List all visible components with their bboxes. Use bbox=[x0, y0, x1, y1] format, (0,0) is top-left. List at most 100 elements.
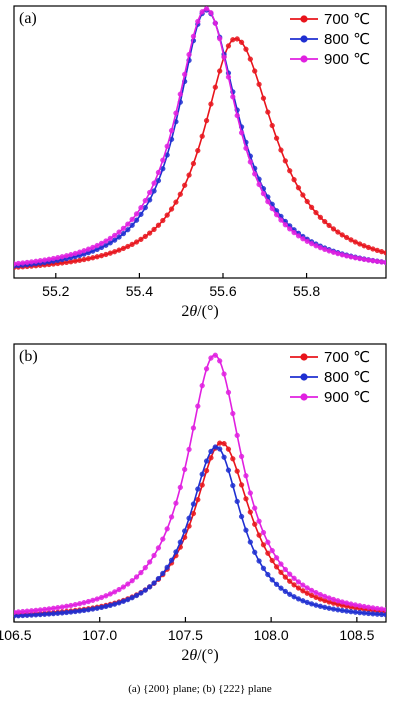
data-point bbox=[304, 590, 310, 596]
legend-entry-1: 700 ℃ bbox=[324, 349, 370, 366]
data-point bbox=[50, 605, 56, 611]
data-point bbox=[46, 611, 52, 617]
data-point bbox=[129, 578, 135, 584]
data-point bbox=[269, 577, 275, 583]
data-point bbox=[339, 232, 345, 238]
data-point bbox=[238, 130, 245, 136]
data-point bbox=[77, 249, 83, 255]
data-point bbox=[24, 608, 30, 614]
data-point bbox=[221, 371, 227, 377]
data-point bbox=[125, 243, 131, 250]
data-point bbox=[383, 607, 386, 613]
data-point bbox=[352, 609, 358, 615]
data-point bbox=[142, 205, 148, 211]
data-point bbox=[151, 580, 157, 586]
data-point bbox=[278, 561, 284, 567]
data-point bbox=[265, 550, 271, 556]
x-tick-label-3: 108.0 bbox=[254, 627, 289, 643]
data-point bbox=[81, 256, 87, 263]
data-point bbox=[330, 596, 337, 603]
data-point bbox=[199, 9, 205, 15]
data-point bbox=[94, 242, 100, 249]
data-point bbox=[28, 612, 35, 618]
legend-marker-2 bbox=[300, 35, 308, 43]
data-point bbox=[234, 112, 240, 119]
data-point bbox=[160, 217, 166, 224]
data-point bbox=[317, 592, 323, 598]
data-point bbox=[177, 191, 183, 197]
data-point bbox=[50, 255, 56, 262]
data-point bbox=[330, 606, 337, 612]
data-point bbox=[50, 611, 56, 617]
data-point bbox=[199, 482, 205, 488]
data-point bbox=[15, 260, 21, 267]
data-point bbox=[309, 241, 315, 247]
data-point bbox=[330, 226, 337, 232]
data-point bbox=[112, 237, 118, 243]
data-point bbox=[278, 585, 284, 591]
data-point bbox=[46, 256, 52, 262]
data-point bbox=[15, 609, 21, 615]
data-point bbox=[291, 575, 297, 581]
data-point bbox=[230, 456, 236, 462]
data-point bbox=[195, 486, 201, 492]
data-point bbox=[383, 250, 386, 256]
data-point bbox=[217, 68, 223, 74]
x-tick-label-1: 55.4 bbox=[126, 283, 153, 299]
x-tick-label-1: 107.0 bbox=[82, 627, 117, 643]
data-point bbox=[287, 226, 293, 232]
data-point bbox=[125, 227, 131, 233]
series-2 bbox=[14, 444, 386, 619]
data-point bbox=[282, 588, 288, 595]
data-point bbox=[33, 258, 39, 264]
x-axis-label: 2θ/(°) bbox=[181, 303, 218, 320]
data-point bbox=[243, 527, 249, 533]
legend-entry-1: 700 ℃ bbox=[324, 11, 370, 28]
data-point bbox=[116, 586, 122, 593]
data-point bbox=[186, 172, 192, 178]
data-point bbox=[322, 219, 328, 225]
data-point bbox=[365, 610, 372, 617]
data-point bbox=[98, 253, 105, 259]
x-axis-label-symbol: θ bbox=[189, 647, 197, 664]
data-point bbox=[63, 253, 70, 259]
data-point bbox=[72, 602, 78, 608]
data-point bbox=[300, 598, 306, 604]
data-point bbox=[339, 252, 345, 258]
data-point bbox=[160, 157, 166, 163]
data-point bbox=[85, 607, 92, 613]
data-point bbox=[147, 197, 153, 203]
panel-label: (a) bbox=[19, 10, 37, 27]
series-3 bbox=[14, 352, 386, 615]
data-point bbox=[365, 257, 372, 263]
data-point bbox=[238, 453, 245, 460]
data-point bbox=[85, 598, 92, 605]
data-point bbox=[365, 244, 372, 251]
data-point bbox=[42, 606, 48, 613]
data-point bbox=[225, 389, 232, 395]
data-point bbox=[330, 249, 337, 255]
data-point bbox=[278, 217, 284, 223]
data-point bbox=[55, 255, 61, 261]
data-point bbox=[147, 559, 153, 565]
data-point bbox=[90, 244, 96, 251]
data-point bbox=[116, 229, 122, 235]
data-point bbox=[90, 606, 96, 612]
data-point bbox=[287, 168, 293, 174]
data-point bbox=[326, 248, 332, 254]
data-point bbox=[247, 539, 253, 545]
data-point bbox=[120, 245, 127, 252]
data-point bbox=[125, 597, 131, 603]
data-point bbox=[252, 549, 258, 555]
data-point bbox=[63, 609, 70, 616]
plot-frame bbox=[13, 5, 387, 279]
data-point bbox=[103, 251, 109, 258]
data-point bbox=[282, 574, 288, 580]
data-point bbox=[120, 584, 127, 590]
data-point bbox=[374, 611, 380, 617]
data-point bbox=[186, 51, 192, 58]
legend-entry-3: 900 ℃ bbox=[324, 51, 370, 68]
data-point bbox=[322, 246, 328, 252]
chart-panel-1: (a) 55.2 55.4 55.6 55.8 2θ/(°) 700 ℃ 800 ℃ 900 ℃ bbox=[13, 5, 387, 320]
data-point bbox=[190, 160, 197, 167]
